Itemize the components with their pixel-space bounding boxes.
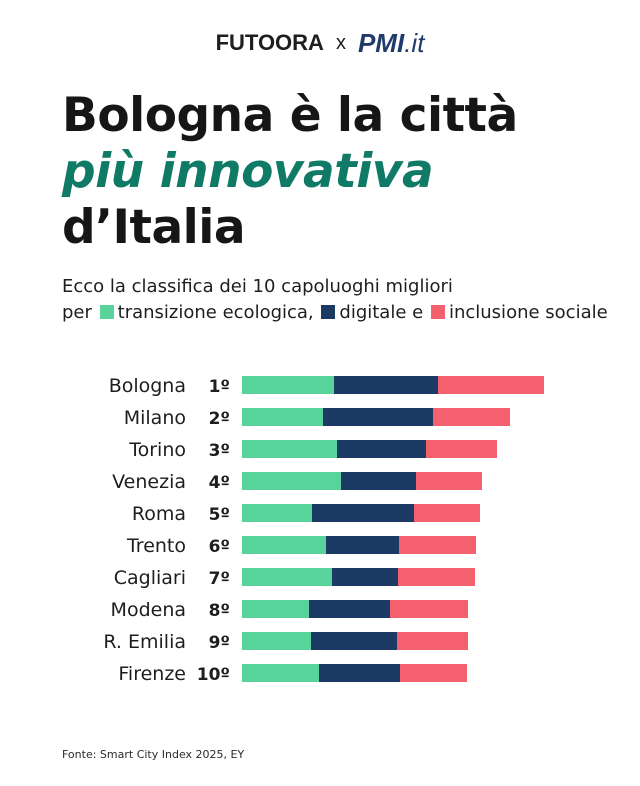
- subtitle-conj: e: [412, 302, 424, 323]
- city-label: Cagliari: [114, 567, 186, 589]
- bar-segment-inclusione: [400, 664, 467, 682]
- city-label: Milano: [124, 407, 186, 429]
- legend-label-ecologica: transizione ecologica,: [117, 302, 314, 323]
- legend-label-digitale: digitale: [339, 302, 407, 323]
- bar-segment-ecologica: [242, 376, 334, 394]
- ranking-chart: Bologna 1º Milano 2º Torino 3º Venezia 4º Roma 5º…: [103, 375, 544, 685]
- city-label: Roma: [132, 503, 186, 525]
- rank-label: 6º: [209, 537, 230, 557]
- bar-segment-digitale: [319, 664, 400, 682]
- bar-segment-digitale: [334, 376, 438, 394]
- bar-segment-ecologica: [242, 600, 309, 618]
- bar-segment-inclusione: [399, 536, 476, 554]
- bar-segment-ecologica: [242, 664, 319, 682]
- bar-segment-digitale: [323, 408, 433, 426]
- brand-header: FUTOORA x PMI.it: [0, 28, 640, 58]
- pmi-logo-text: PMI: [357, 27, 405, 58]
- bar-segment-digitale: [332, 568, 398, 586]
- bar-segment-ecologica: [242, 440, 337, 458]
- legend-label-inclusione: inclusione sociale: [448, 302, 608, 323]
- headline-line-1: Bologna è la città: [62, 88, 518, 143]
- rank-label: 1º: [209, 377, 230, 397]
- bar-segment-digitale: [337, 440, 426, 458]
- bar-segment-digitale: [312, 504, 414, 522]
- city-label: Modena: [111, 599, 186, 621]
- subtitle-line-1: Ecco la classifica dei 10 capoluoghi mig…: [62, 276, 453, 297]
- headline: Bologna è la città più innovativa d’Ital…: [62, 88, 622, 256]
- bar-segment-ecologica: [242, 504, 312, 522]
- bar-segment-inclusione: [416, 472, 482, 490]
- bar-segment-inclusione: [433, 408, 510, 426]
- bar-segment-ecologica: [242, 632, 311, 650]
- bar-segment-ecologica: [242, 472, 341, 490]
- city-label: Bologna: [109, 375, 186, 397]
- subtitle-prefix: per: [62, 302, 92, 323]
- bar-segment-inclusione: [397, 632, 468, 650]
- pmi-logo: PMI.it: [358, 28, 424, 59]
- city-label: Torino: [128, 439, 186, 461]
- bar-segment-digitale: [326, 536, 399, 554]
- legend-swatch-navy: [321, 305, 336, 319]
- bar-segment-ecologica: [242, 536, 326, 554]
- subtitle: Ecco la classifica dei 10 capoluoghi mig…: [62, 274, 632, 326]
- bar-segment-inclusione: [414, 504, 480, 522]
- rank-label: 9º: [209, 633, 230, 653]
- bar-segment-digitale: [309, 600, 390, 618]
- city-label: R. Emilia: [103, 631, 186, 653]
- legend-swatch-red: [430, 305, 445, 319]
- subtitle-line-2: per transizione ecologica, digitale e in…: [62, 300, 632, 326]
- city-label: Trento: [126, 535, 186, 557]
- pmi-logo-suffix: .it: [404, 27, 425, 58]
- bar-segment-ecologica: [242, 408, 323, 426]
- futoora-logo: FUTOORA: [215, 30, 324, 55]
- headline-line-3: d’Italia: [62, 200, 246, 255]
- brand-separator: x: [335, 31, 346, 54]
- rank-label: 2º: [209, 409, 230, 429]
- rank-label: 5º: [209, 505, 230, 525]
- bar-segment-inclusione: [438, 376, 544, 394]
- bar-segment-inclusione: [398, 568, 475, 586]
- rank-label: 10º: [197, 665, 230, 685]
- city-label: Venezia: [112, 471, 186, 493]
- headline-line-2: più innovativa: [62, 144, 434, 199]
- source-note: Fonte: Smart City Index 2025, EY: [62, 748, 245, 761]
- rank-label: 8º: [209, 601, 230, 621]
- bar-segment-digitale: [341, 472, 416, 490]
- bar-segment-digitale: [311, 632, 397, 650]
- bar-segment-inclusione: [390, 600, 468, 618]
- legend-swatch-green: [99, 305, 114, 319]
- bar-segment-inclusione: [426, 440, 497, 458]
- rank-label: 3º: [209, 441, 230, 461]
- bar-segment-ecologica: [242, 568, 332, 586]
- rank-label: 7º: [209, 569, 230, 589]
- rank-label: 4º: [209, 473, 230, 493]
- city-label: Firenze: [118, 663, 186, 685]
